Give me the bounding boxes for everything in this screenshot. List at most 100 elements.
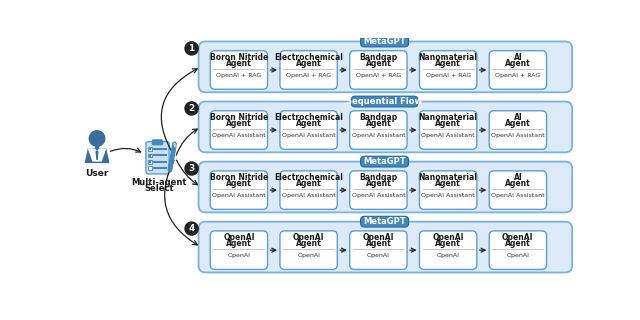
FancyBboxPatch shape [198,101,572,152]
FancyBboxPatch shape [280,111,337,149]
Text: Sequential Flow: Sequential Flow [346,97,422,106]
FancyBboxPatch shape [280,171,337,209]
Text: OpenAI: OpenAI [502,233,534,242]
Text: Bandgap: Bandgap [359,173,397,182]
FancyBboxPatch shape [349,171,407,209]
Text: Boron Nitride: Boron Nitride [210,53,268,62]
Bar [148,154,152,157]
Text: User: User [85,169,109,178]
Text: OpenAI: OpenAI [367,253,390,258]
Text: Agent: Agent [226,119,252,128]
FancyBboxPatch shape [419,171,477,209]
Text: OpenAI Assistant: OpenAI Assistant [282,193,335,198]
FancyBboxPatch shape [280,231,337,269]
Text: Agent: Agent [365,119,391,128]
FancyBboxPatch shape [198,42,572,92]
FancyBboxPatch shape [419,51,477,89]
Text: Nanomaterial: Nanomaterial [419,113,477,122]
Text: Agent: Agent [505,59,531,68]
Circle shape [185,42,198,55]
Text: OpenAI Assistant: OpenAI Assistant [491,133,545,138]
Text: OpenAI Assistant: OpenAI Assistant [491,193,545,198]
Text: Agent: Agent [365,59,391,68]
Text: OpenAI Assistant: OpenAI Assistant [212,133,266,138]
FancyBboxPatch shape [198,162,572,212]
FancyBboxPatch shape [351,96,418,107]
Text: AI: AI [513,173,522,182]
Text: Bandgap: Bandgap [359,113,397,122]
Polygon shape [97,148,106,162]
Bar [148,147,152,151]
Text: Multi-agent: Multi-agent [131,178,187,187]
Text: 2: 2 [188,104,195,113]
Text: Electrochemical: Electrochemical [274,173,343,182]
Polygon shape [84,148,109,163]
Text: Agent: Agent [296,180,321,188]
Text: Boron Nitride: Boron Nitride [210,173,268,182]
Text: MetaGPT: MetaGPT [364,37,406,46]
Text: Nanomaterial: Nanomaterial [419,173,477,182]
Text: OpenAI: OpenAI [433,233,464,242]
FancyBboxPatch shape [210,171,268,209]
FancyBboxPatch shape [360,216,408,227]
Circle shape [185,222,198,235]
Text: Electrochemical: Electrochemical [274,53,343,62]
Text: Agent: Agent [435,119,461,128]
Text: Agent: Agent [505,239,531,249]
FancyBboxPatch shape [146,141,169,174]
Text: OpenAI + RAG: OpenAI + RAG [426,73,471,78]
Text: Agent: Agent [365,180,391,188]
Text: MetaGPT: MetaGPT [364,217,406,226]
Text: Agent: Agent [296,59,321,68]
Text: MetaGPT: MetaGPT [364,157,406,166]
Circle shape [185,162,198,175]
Polygon shape [88,148,97,162]
Text: AI: AI [513,53,522,62]
Text: Bandgap: Bandgap [359,53,397,62]
FancyBboxPatch shape [360,36,408,47]
Text: OpenAI: OpenAI [363,233,394,242]
FancyBboxPatch shape [210,111,268,149]
Text: Select: Select [144,184,174,193]
Text: 1: 1 [188,44,195,53]
Text: Agent: Agent [435,239,461,249]
FancyBboxPatch shape [210,231,268,269]
Polygon shape [95,151,99,160]
Text: Agent: Agent [435,180,461,188]
Text: Agent: Agent [296,239,321,249]
Bar [149,154,151,156]
Text: Agent: Agent [505,180,531,188]
FancyBboxPatch shape [210,51,268,89]
Text: Agent: Agent [365,239,391,249]
Text: OpenAI: OpenAI [227,253,250,258]
FancyBboxPatch shape [360,156,408,167]
Text: OpenAI + RAG: OpenAI + RAG [356,73,401,78]
Text: Agent: Agent [505,119,531,128]
FancyBboxPatch shape [419,111,477,149]
FancyBboxPatch shape [349,231,407,269]
Text: OpenAI: OpenAI [223,233,255,242]
Bar [148,166,152,170]
Text: OpenAI + RAG: OpenAI + RAG [495,73,541,78]
FancyBboxPatch shape [489,51,547,89]
Text: OpenAI Assistant: OpenAI Assistant [351,193,405,198]
Text: Agent: Agent [226,180,252,188]
Text: 4: 4 [188,224,195,233]
FancyBboxPatch shape [489,111,547,149]
Text: OpenAI Assistant: OpenAI Assistant [421,133,475,138]
FancyBboxPatch shape [349,51,407,89]
Text: OpenAI Assistant: OpenAI Assistant [282,133,335,138]
Text: OpenAI + RAG: OpenAI + RAG [286,73,332,78]
Text: OpenAI Assistant: OpenAI Assistant [421,193,475,198]
Text: OpenAI: OpenAI [506,253,529,258]
Text: Nanomaterial: Nanomaterial [419,53,477,62]
Text: AI: AI [513,113,522,122]
Circle shape [185,102,198,115]
Text: Agent: Agent [226,239,252,249]
Bar [148,160,152,164]
FancyBboxPatch shape [152,140,163,145]
Bar [149,160,151,163]
FancyBboxPatch shape [489,171,547,209]
FancyBboxPatch shape [489,231,547,269]
FancyBboxPatch shape [280,51,337,89]
